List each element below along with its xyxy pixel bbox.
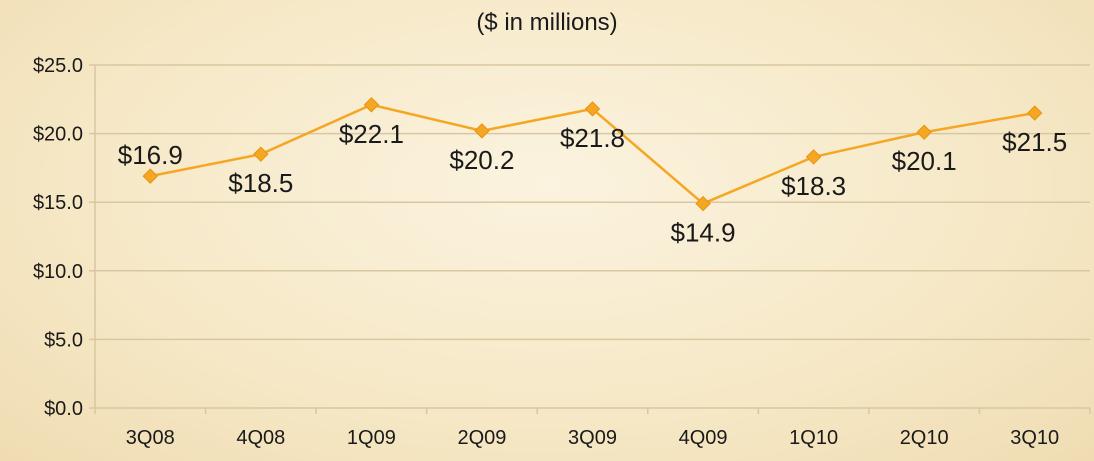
data-label: $18.5 [228,168,293,198]
data-label: $22.1 [339,119,404,149]
data-label: $16.9 [118,140,183,170]
chart-title: ($ in millions) [476,9,617,36]
data-point-marker [695,195,711,212]
data-point-marker [474,123,490,139]
data-point-marker [142,168,158,184]
y-tick-label: $10.0 [33,261,83,283]
data-point-marker [363,97,380,113]
grid-lines [95,64,1090,409]
x-tick-label: 1Q09 [347,427,396,449]
data-point-marker [916,124,932,140]
x-tick-label: 3Q10 [1010,427,1059,449]
data-label: $18.3 [781,171,846,201]
y-tick-label: $0.0 [44,398,83,420]
x-axis: 3Q08 4Q08 1Q09 2Q09 3Q09 4Q09 1Q10 2Q10 3Q10 [94,408,1091,449]
data-label: $21.5 [1002,127,1067,157]
data-label: $20.1 [892,146,957,176]
x-tick-label: 4Q08 [236,427,285,449]
y-tick-label: $25.0 [33,55,83,77]
x-tick-label: 4Q09 [679,427,728,449]
data-point-marker [253,146,269,162]
x-tick-label: 1Q10 [789,427,838,449]
series-line-group [142,97,1043,212]
data-point-marker [584,101,601,117]
data-point-marker [805,149,822,165]
data-point-marker [1027,105,1043,121]
data-label: $21.8 [560,123,625,153]
y-tick-label: $5.0 [44,329,83,351]
x-tick-label: 3Q09 [568,427,617,449]
y-tick-label: $15.0 [33,192,83,214]
y-tick-label: $20.0 [33,124,83,146]
x-tick-label: 2Q10 [900,427,949,449]
x-tick-label: 3Q08 [126,427,175,449]
data-label: $20.2 [449,145,514,175]
data-label: $14.9 [671,218,736,248]
data-labels: $16.9 $18.5 $22.1 $20.2 $21.8 $14.9 $18.3 $20.1… [118,119,1068,248]
x-tick-label: 2Q09 [457,427,506,449]
y-axis: $25.0 $20.0 $15.0 $10.0 $5.0 $0.0 [33,55,96,420]
